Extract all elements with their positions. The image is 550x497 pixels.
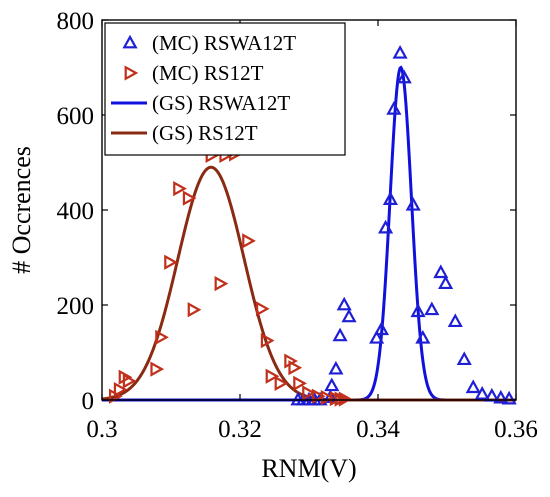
marker-s0-p18 — [405, 196, 421, 211]
y-tick-label-1: 200 — [57, 293, 95, 320]
marker-s1-p11 — [214, 276, 229, 292]
marker-s1-p18 — [274, 375, 289, 391]
marker-s1-p27 — [338, 391, 353, 407]
data-markers — [108, 44, 517, 407]
marker-s0-p16 — [392, 44, 408, 59]
x-tick-label-1: 0.32 — [218, 416, 262, 443]
legend: (MC) RSWA12T (MC) RS12T (GS) RSWA12T (GS) R… — [104, 22, 346, 156]
marker-s0-p10 — [341, 308, 357, 323]
x-tick-label-2: 0.34 — [356, 416, 400, 443]
marker-s1-p8 — [182, 190, 197, 206]
marker-s0-p22 — [433, 264, 449, 279]
marker-s1-p15 — [255, 301, 270, 317]
marker-s1-p22 — [302, 385, 316, 401]
marker-s1-p20 — [288, 360, 303, 376]
marker-s1-p9 — [187, 302, 202, 318]
marker-s0-p26 — [465, 379, 481, 394]
marker-s0-p25 — [456, 351, 472, 366]
marker-s0-p20 — [415, 329, 431, 344]
legend-marker-0 — [122, 34, 138, 49]
x-tick-label-3: 0.36 — [494, 416, 538, 443]
legend-marker-1 — [124, 65, 139, 81]
marker-s0-p29 — [493, 389, 509, 404]
marker-s1-p16 — [260, 333, 275, 349]
legend-label-0: (MC) RSWA12T — [152, 31, 296, 55]
marker-s1-p6 — [164, 254, 178, 270]
marker-s0-p24 — [447, 313, 463, 328]
y-tick-label-0: 0 — [82, 388, 95, 415]
y-axis-label: # Occrences — [7, 146, 36, 274]
marker-s1-p21 — [293, 375, 307, 391]
marker-s0-p12 — [373, 321, 390, 336]
marker-s0-p27 — [474, 386, 490, 400]
marker-s0-p23 — [438, 275, 454, 290]
marker-s0-p8 — [332, 327, 348, 342]
marker-s0-p15 — [386, 101, 402, 115]
legend-label-1: (MC) RS12T — [152, 61, 264, 85]
x-axis-label: RNM(V) — [261, 454, 356, 483]
marker-s0-p21 — [424, 301, 440, 316]
y-tick-label-2: 400 — [57, 198, 95, 225]
y-tick-label-4: 800 — [57, 8, 95, 35]
x-tick-label-0: 0.3 — [86, 416, 117, 443]
marker-s1-p7 — [173, 181, 187, 197]
marker-s0-p19 — [410, 303, 426, 318]
marker-s0-p13 — [378, 219, 394, 234]
marker-s0-p11 — [369, 329, 385, 344]
marker-s0-p14 — [382, 191, 398, 205]
marker-s1-p1 — [113, 381, 128, 398]
axes: 0.3 0.32 0.34 0.36 0 200 400 600 800 — [57, 8, 538, 443]
marker-s1-p17 — [265, 368, 280, 384]
marker-s1-p23 — [311, 388, 326, 404]
marker-s1-p4 — [150, 361, 165, 377]
marker-s1-p3 — [122, 373, 137, 389]
legend-label-3: (GS) RS12T — [152, 121, 258, 145]
marker-s0-p9 — [336, 296, 352, 311]
marker-s0-p30 — [501, 390, 517, 405]
y-tick-label-3: 600 — [57, 103, 95, 130]
marker-s0-p17 — [396, 69, 412, 84]
legend-label-2: (GS) RSWA12T — [152, 91, 290, 115]
marker-s1-p5 — [155, 329, 169, 345]
marker-s0-p7 — [328, 360, 344, 375]
marker-s1-p14 — [242, 233, 256, 249]
fit-line-3 — [101, 165, 516, 402]
marker-s0-p6 — [324, 377, 340, 392]
